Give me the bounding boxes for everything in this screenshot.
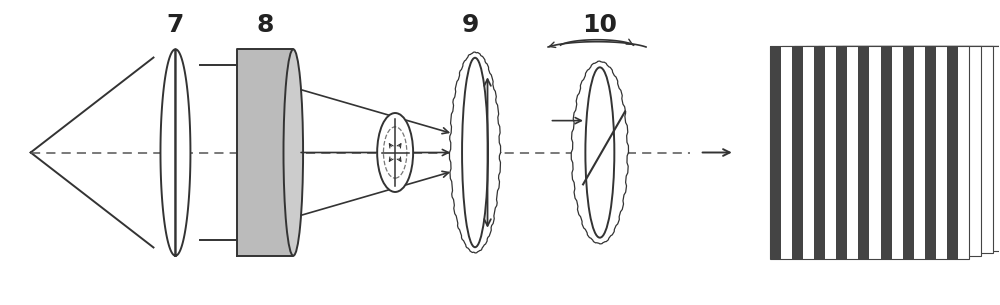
- Bar: [951, 46, 962, 248]
- Bar: [915, 46, 926, 256]
- Bar: [961, 46, 972, 251]
- Bar: [794, 46, 993, 253]
- Bar: [818, 46, 829, 248]
- Bar: [927, 46, 938, 253]
- Ellipse shape: [585, 67, 614, 238]
- Polygon shape: [237, 49, 293, 256]
- Bar: [973, 46, 984, 248]
- Bar: [860, 46, 871, 253]
- Bar: [862, 46, 873, 248]
- Bar: [838, 46, 849, 253]
- Bar: [929, 46, 940, 248]
- Bar: [850, 46, 861, 251]
- Text: 9: 9: [461, 13, 479, 37]
- Bar: [997, 46, 1000, 242]
- Bar: [842, 46, 853, 242]
- Bar: [870, 46, 881, 256]
- Bar: [959, 46, 970, 256]
- Polygon shape: [449, 52, 501, 253]
- Bar: [770, 46, 969, 259]
- Bar: [830, 46, 1000, 245]
- Bar: [939, 46, 950, 251]
- Bar: [918, 46, 929, 245]
- Bar: [792, 46, 803, 259]
- Bar: [858, 46, 869, 259]
- Bar: [852, 46, 863, 245]
- Bar: [814, 46, 825, 259]
- Bar: [828, 46, 839, 251]
- Bar: [896, 46, 907, 245]
- Bar: [842, 46, 1000, 242]
- Bar: [872, 46, 883, 251]
- Bar: [949, 46, 960, 253]
- Bar: [884, 46, 895, 248]
- Bar: [836, 46, 847, 259]
- Bar: [983, 46, 994, 251]
- Bar: [952, 46, 964, 242]
- Bar: [840, 46, 851, 248]
- Bar: [937, 46, 948, 256]
- Bar: [995, 46, 1000, 248]
- Bar: [830, 46, 841, 245]
- Bar: [940, 46, 952, 245]
- Bar: [930, 46, 941, 242]
- Bar: [963, 46, 974, 245]
- Bar: [770, 46, 781, 259]
- Ellipse shape: [284, 49, 303, 256]
- Polygon shape: [160, 49, 190, 256]
- Bar: [794, 46, 805, 253]
- Bar: [782, 46, 981, 256]
- Bar: [782, 46, 793, 256]
- Bar: [848, 46, 859, 256]
- Bar: [804, 46, 815, 256]
- Bar: [806, 46, 1000, 251]
- Ellipse shape: [462, 58, 488, 247]
- Bar: [806, 46, 817, 251]
- Bar: [818, 46, 1000, 248]
- Bar: [917, 46, 928, 251]
- Bar: [903, 46, 914, 259]
- Bar: [905, 46, 916, 253]
- Text: 8: 8: [257, 13, 274, 37]
- Bar: [816, 46, 827, 253]
- Bar: [947, 46, 958, 259]
- Bar: [925, 46, 936, 259]
- Bar: [881, 46, 892, 259]
- Bar: [893, 46, 904, 256]
- Text: 7: 7: [167, 13, 184, 37]
- Bar: [985, 46, 996, 245]
- Bar: [882, 46, 893, 253]
- Text: 10: 10: [582, 13, 617, 37]
- Bar: [894, 46, 905, 251]
- Ellipse shape: [377, 113, 413, 192]
- Bar: [971, 46, 982, 253]
- Bar: [826, 46, 837, 256]
- Bar: [906, 46, 917, 248]
- Polygon shape: [571, 61, 628, 244]
- Bar: [975, 46, 986, 242]
- Bar: [874, 46, 885, 245]
- Bar: [864, 46, 875, 242]
- Bar: [886, 46, 897, 242]
- Bar: [908, 46, 919, 242]
